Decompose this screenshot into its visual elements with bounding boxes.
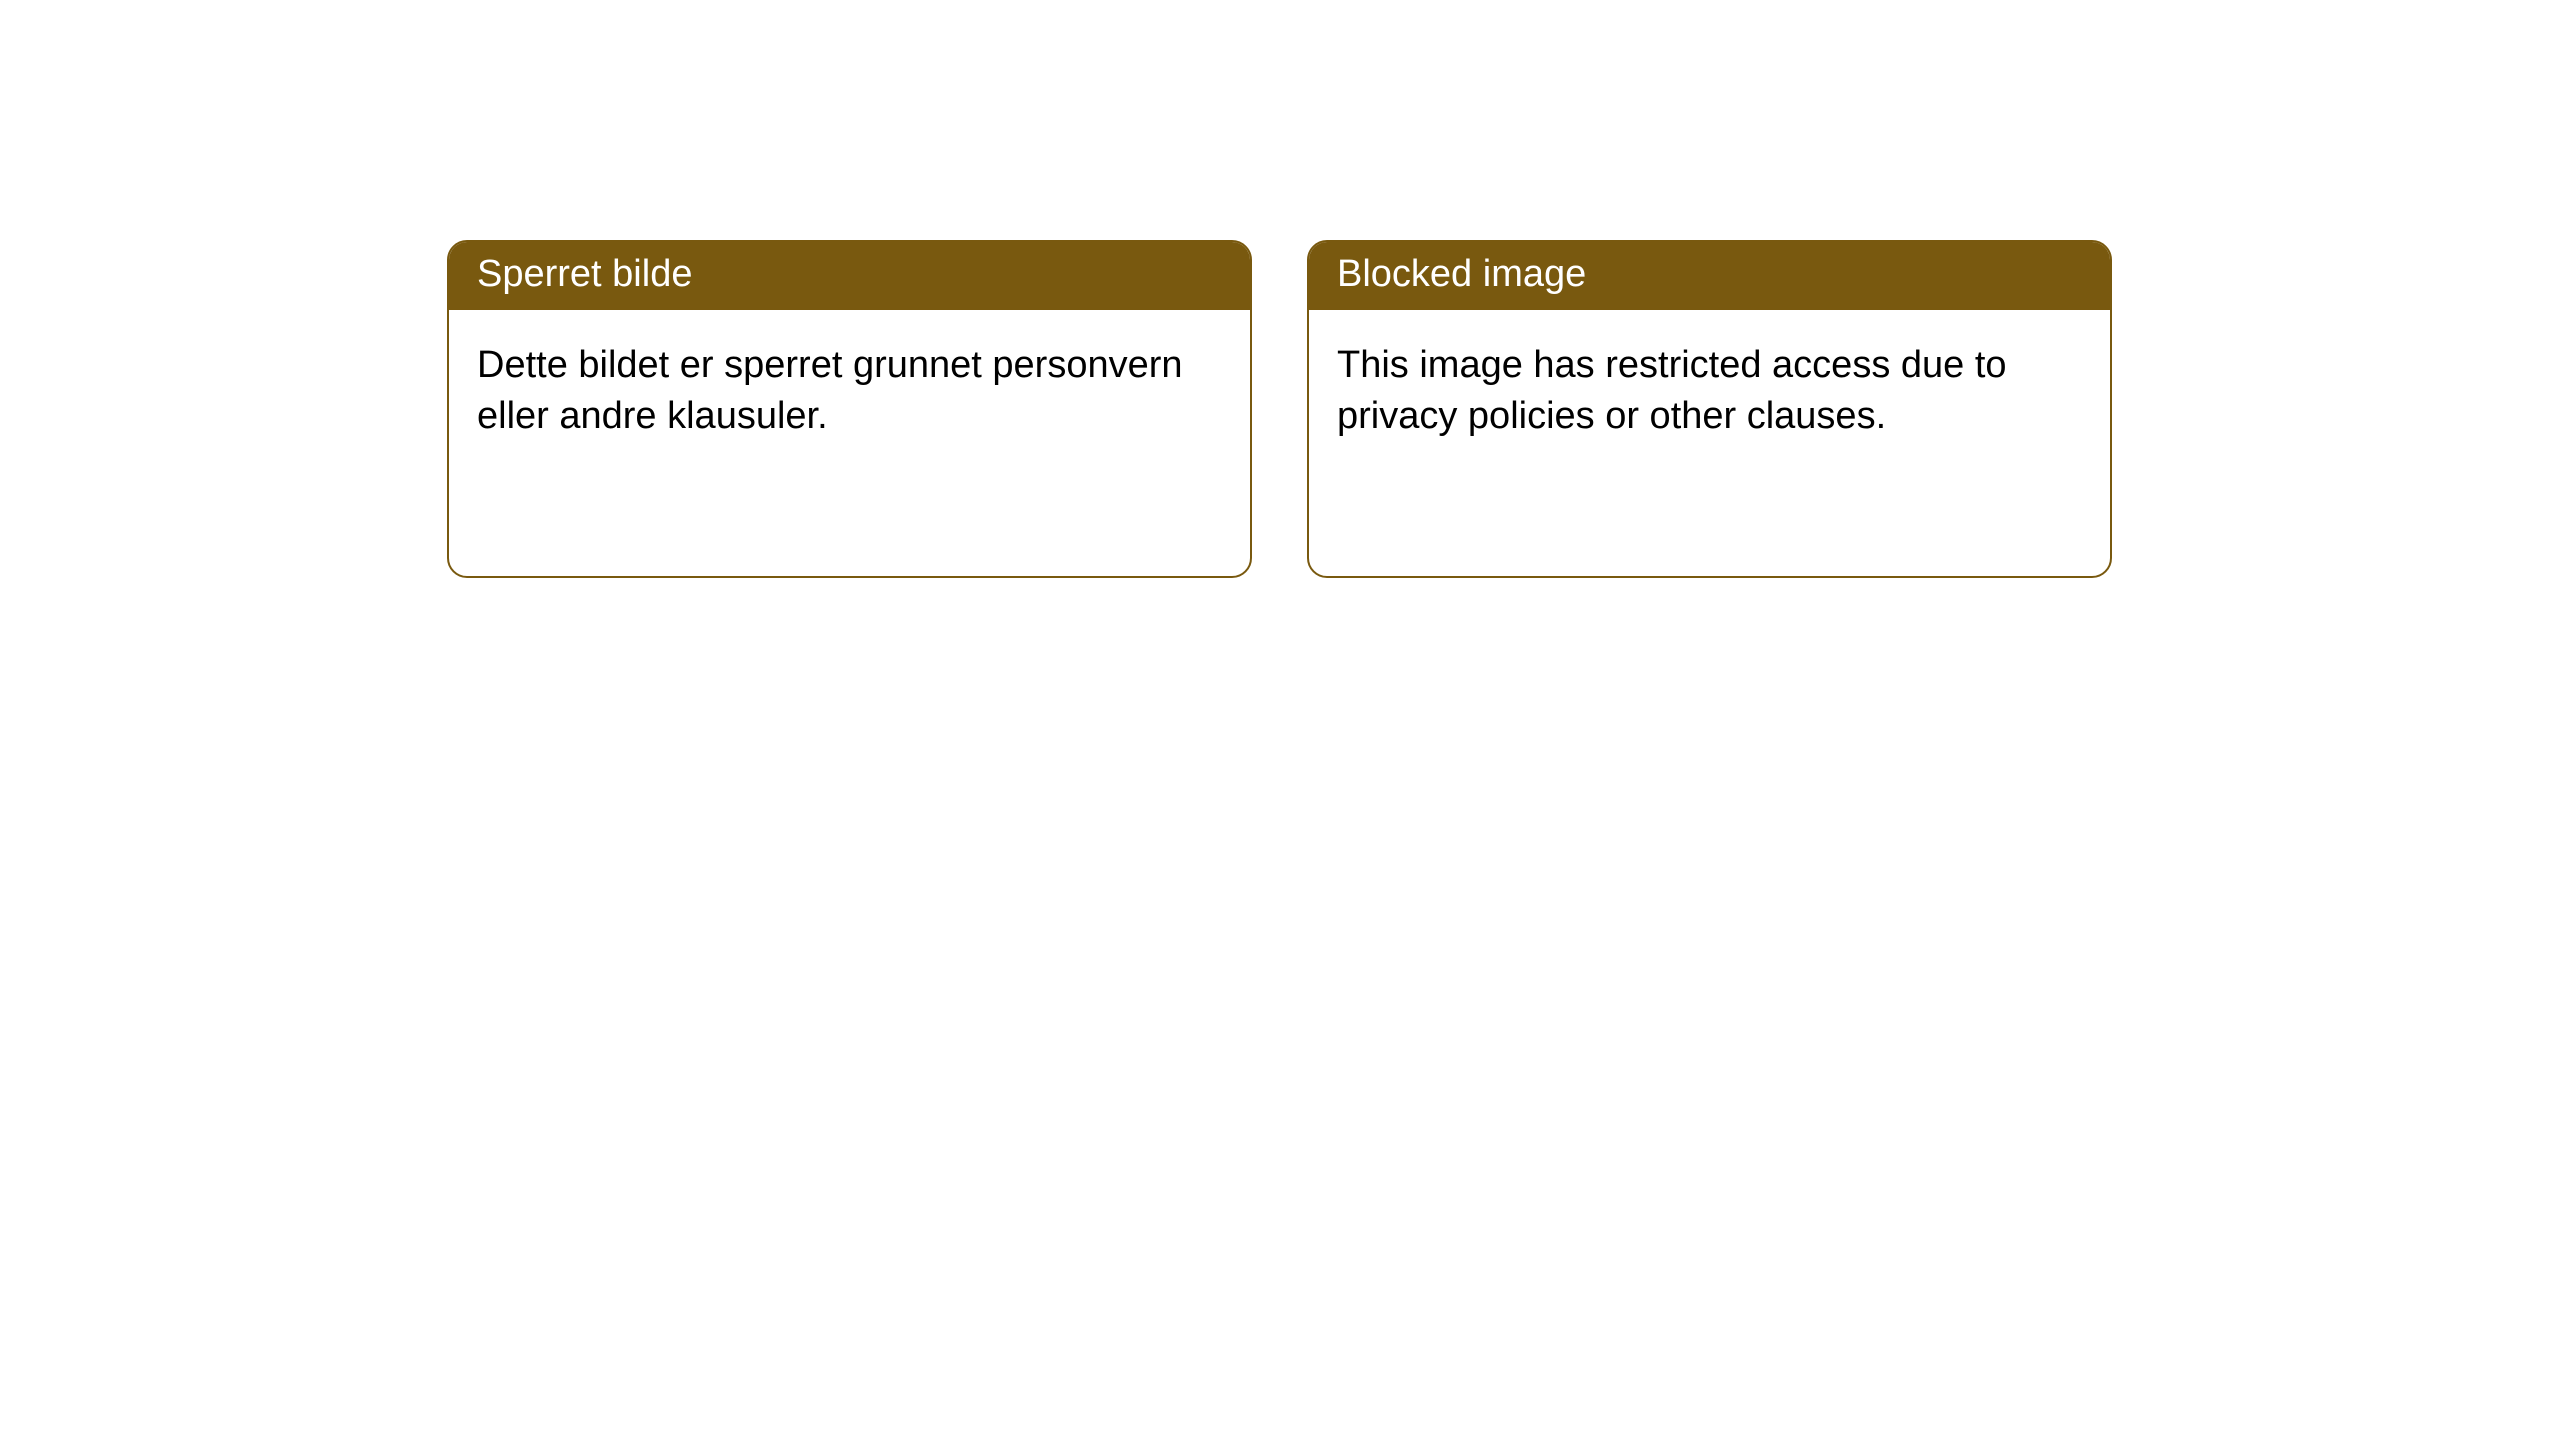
notice-card-english: Blocked image This image has restricted …	[1307, 240, 2112, 578]
notice-title: Sperret bilde	[449, 242, 1250, 310]
notice-container: Sperret bilde Dette bildet er sperret gr…	[447, 240, 2112, 578]
notice-body: Dette bildet er sperret grunnet personve…	[449, 310, 1250, 471]
notice-title: Blocked image	[1309, 242, 2110, 310]
notice-body: This image has restricted access due to …	[1309, 310, 2110, 471]
notice-card-norwegian: Sperret bilde Dette bildet er sperret gr…	[447, 240, 1252, 578]
